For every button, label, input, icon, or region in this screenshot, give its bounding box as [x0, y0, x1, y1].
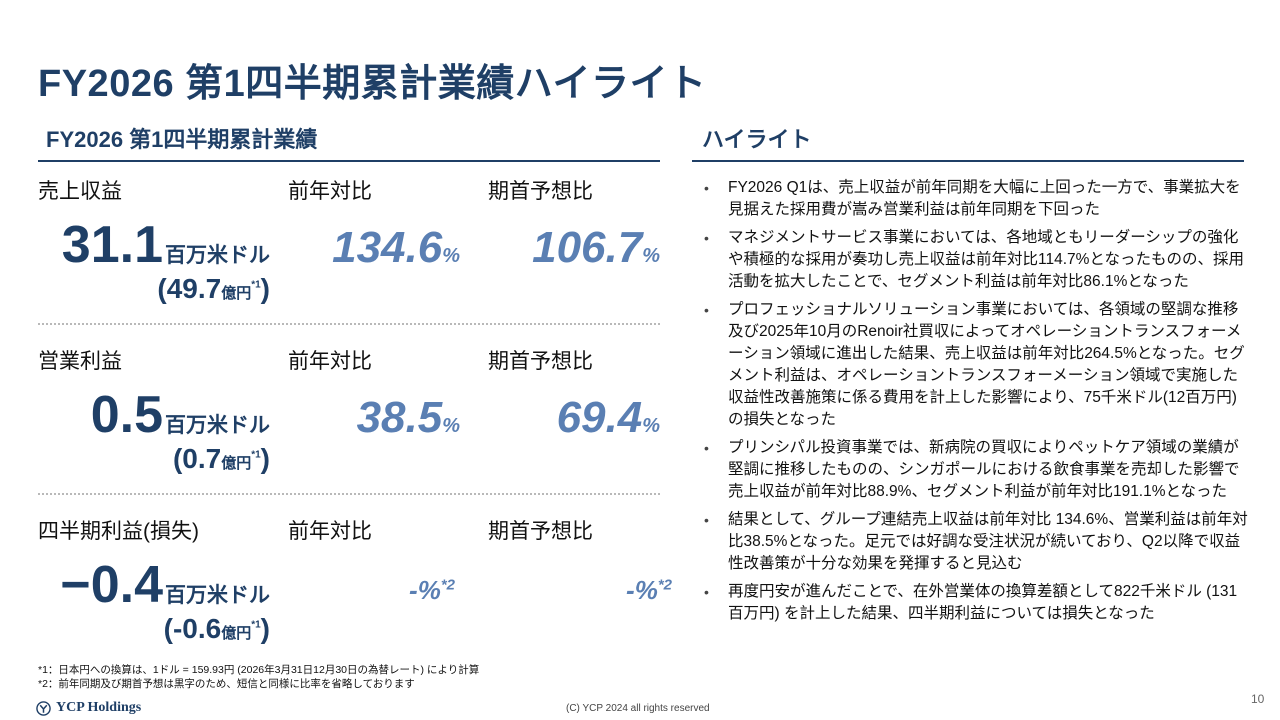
yen-unit: 億円 — [221, 625, 252, 642]
forecast-label: 期首予想比 — [488, 180, 593, 203]
percent-sign: % — [642, 245, 660, 267]
forecast-value: 69.4 — [556, 393, 643, 442]
yen-value: (-0.6 — [163, 613, 222, 644]
metric-value: 31.1 — [61, 216, 163, 274]
percent-sign: % — [442, 415, 460, 437]
highlight-item: マネジメントサービス事業においては、各地域ともリーダーシップの強化や積極的な採用… — [700, 227, 1248, 293]
forecast-value: -% — [626, 575, 658, 605]
forecast-footnote-ref: *2 — [657, 576, 672, 594]
metric-divider — [38, 323, 660, 325]
metric-value-jpy: (49.7億円*1) — [157, 273, 270, 305]
metric-label: 売上収益 — [38, 180, 122, 203]
forecast-percent: 69.4% — [557, 393, 660, 443]
right-section-heading: ハイライト — [702, 127, 812, 152]
yoy-percent: -%*2 — [409, 575, 455, 606]
highlight-item: 結果として、グループ連結売上収益は前年対比 134.6%、営業利益は前年対比38… — [700, 509, 1248, 575]
percent-sign: % — [442, 245, 460, 267]
metric-label: 営業利益 — [38, 350, 122, 373]
forecast-label: 期首予想比 — [488, 350, 593, 373]
highlight-item: 再度円安が進んだことで、在外営業体の換算差額として822千米ドル (131百万円… — [700, 581, 1248, 625]
yoy-label: 前年対比 — [288, 350, 372, 373]
yen-value: (0.7 — [172, 443, 222, 474]
highlight-item: プリンシパル投資事業では、新病院の買収によりペットケア領域の業績が堅調に推移した… — [700, 437, 1248, 503]
logo-mark-icon — [36, 700, 51, 716]
metric-value-unit: 百万米ドル — [165, 584, 270, 607]
metric-divider — [38, 493, 660, 495]
yoy-percent: 134.6% — [332, 223, 460, 273]
yen-unit: 億円 — [221, 285, 252, 302]
forecast-label: 期首予想比 — [488, 520, 593, 543]
yoy-value: 38.5 — [356, 393, 443, 442]
yen-value: (49.7 — [157, 273, 222, 304]
yoy-label: 前年対比 — [288, 180, 372, 203]
yen-footnote-ref: *1 — [251, 279, 261, 291]
metric-quarterly-profit: 四半期利益(損失) 前年対比 期首予想比 −0.4百万米ドル (-0.6億円*1… — [38, 515, 672, 675]
metric-value-unit: 百万米ドル — [165, 244, 270, 267]
metric-value-unit: 百万米ドル — [165, 414, 270, 437]
highlight-item: FY2026 Q1は、売上収益が前年同期を大幅に上回った一方で、事業拡大を見据え… — [700, 177, 1248, 221]
forecast-percent: 106.7% — [532, 223, 660, 273]
yoy-label: 前年対比 — [288, 520, 372, 543]
left-section-heading: FY2026 第1四半期累計業績 — [46, 127, 318, 152]
yoy-value: -% — [409, 575, 441, 605]
right-section-rule — [692, 160, 1244, 162]
metric-value-jpy: (0.7億円*1) — [173, 443, 270, 475]
highlight-item: プロフェッショナルソリューション事業においては、各領域の堅調な推移及び2025年… — [700, 299, 1248, 431]
page-title: FY2026 第1四半期累計業績ハイライト — [38, 63, 707, 105]
company-logo: YCP Holdings — [36, 700, 141, 716]
page-number: 10 — [1251, 692, 1265, 706]
metric-operating-income: 営業利益 前年対比 期首予想比 0.5百万米ドル (0.7億円*1) 38.5%… — [38, 345, 660, 505]
yen-close: ) — [260, 273, 270, 304]
forecast-value: 106.7 — [532, 223, 643, 272]
metric-value-usd: 31.1百万米ドル — [62, 215, 270, 275]
yen-close: ) — [260, 443, 270, 474]
metric-label: 四半期利益(損失) — [38, 520, 199, 543]
metric-revenue: 売上収益 前年対比 期首予想比 31.1百万米ドル (49.7億円*1) 134… — [38, 175, 660, 335]
left-section-rule — [38, 160, 660, 162]
metric-value: 0.5 — [90, 386, 163, 444]
yen-unit: 億円 — [221, 455, 252, 472]
percent-sign: % — [642, 415, 660, 437]
forecast-percent: -%*2 — [626, 575, 672, 606]
footnote-2: *2：前年同期及び期首予想は黒字のため、短信と同様に比率を省略しております — [38, 678, 415, 690]
yoy-footnote-ref: *2 — [440, 576, 455, 594]
footnote-1: *1：日本円への換算は、1ドル = 159.93円 (2026年3月31日12月… — [38, 664, 480, 676]
yen-footnote-ref: *1 — [251, 449, 261, 461]
metric-value-usd: 0.5百万米ドル — [91, 385, 270, 445]
metric-value: −0.4 — [60, 556, 163, 614]
yoy-value: 134.6 — [332, 223, 443, 272]
yoy-percent: 38.5% — [357, 393, 460, 443]
yen-close: ) — [260, 613, 270, 644]
highlights-list: FY2026 Q1は、売上収益が前年同期を大幅に上回った一方で、事業拡大を見据え… — [700, 177, 1248, 631]
yen-footnote-ref: *1 — [251, 619, 261, 631]
metric-value-usd: −0.4百万米ドル — [60, 555, 270, 615]
logo-text: YCP Holdings — [56, 700, 142, 715]
metric-value-jpy: (-0.6億円*1) — [164, 613, 270, 645]
footnotes: *1：日本円への換算は、1ドル = 159.93円 (2026年3月31日12月… — [38, 663, 479, 691]
copyright: (C) YCP 2024 all rights reserved — [566, 703, 710, 714]
